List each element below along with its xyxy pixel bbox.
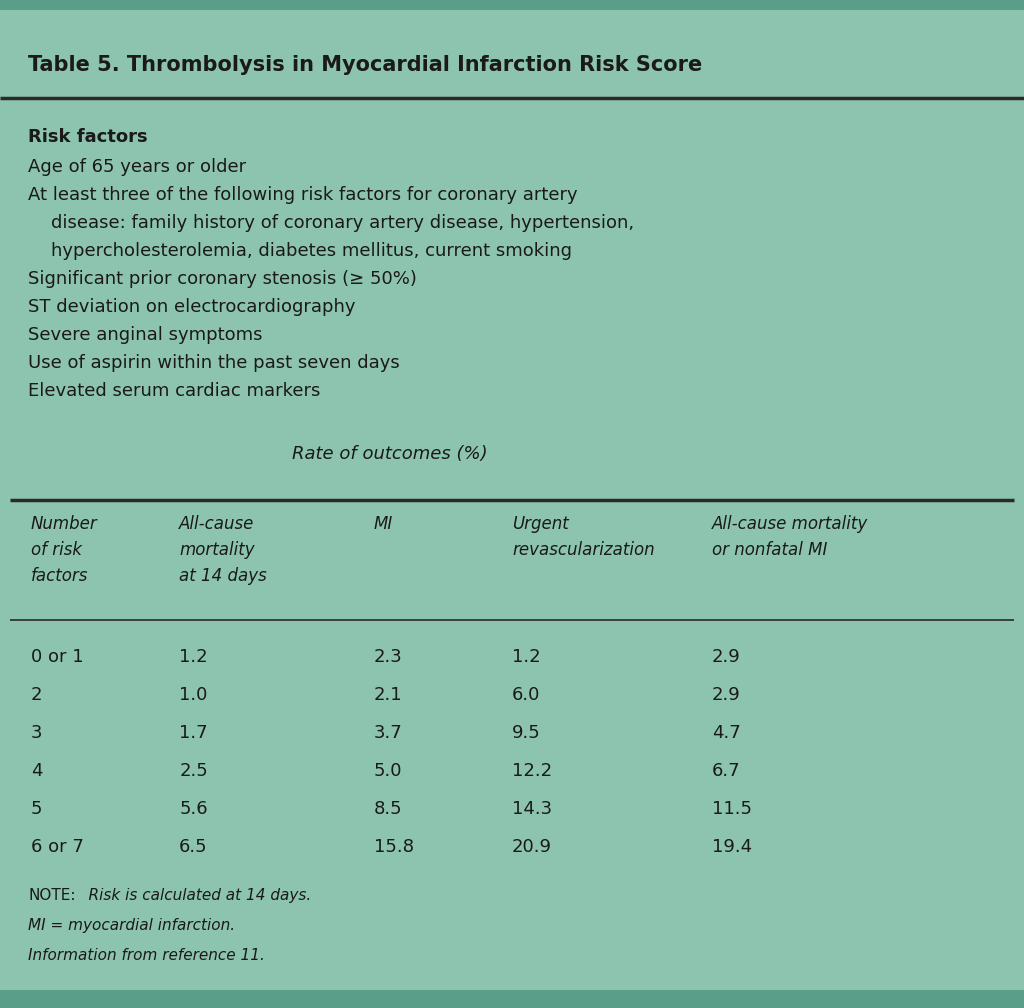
Text: 1.7: 1.7 — [179, 724, 208, 742]
Text: 1.2: 1.2 — [512, 648, 541, 666]
Text: MI: MI — [374, 515, 393, 533]
Bar — [0, 990, 1024, 1008]
Text: 12.2: 12.2 — [512, 762, 552, 780]
Text: 3.7: 3.7 — [374, 724, 402, 742]
Text: disease: family history of coronary artery disease, hypertension,: disease: family history of coronary arte… — [28, 214, 634, 232]
Text: Elevated serum cardiac markers: Elevated serum cardiac markers — [28, 382, 321, 400]
Text: 6.0: 6.0 — [512, 686, 541, 704]
Text: MI = myocardial infarction.: MI = myocardial infarction. — [28, 918, 236, 933]
Text: 1.0: 1.0 — [179, 686, 208, 704]
Text: 4.7: 4.7 — [712, 724, 740, 742]
Text: mortality: mortality — [179, 541, 255, 559]
Text: 5.0: 5.0 — [374, 762, 402, 780]
Text: Significant prior coronary stenosis (≥ 50%): Significant prior coronary stenosis (≥ 5… — [28, 270, 417, 288]
Text: revascularization: revascularization — [512, 541, 654, 559]
Text: 0 or 1: 0 or 1 — [31, 648, 83, 666]
Text: 5.6: 5.6 — [179, 800, 208, 818]
Text: Table 5. Thrombolysis in Myocardial Infarction Risk Score: Table 5. Thrombolysis in Myocardial Infa… — [28, 55, 702, 75]
Text: Use of aspirin within the past seven days: Use of aspirin within the past seven day… — [28, 354, 399, 372]
Text: of risk: of risk — [31, 541, 82, 559]
Text: Risk is calculated at 14 days.: Risk is calculated at 14 days. — [76, 888, 311, 903]
Text: Urgent: Urgent — [512, 515, 568, 533]
Text: 19.4: 19.4 — [712, 838, 752, 856]
Text: Number: Number — [31, 515, 97, 533]
Text: 2.5: 2.5 — [179, 762, 208, 780]
Text: 9.5: 9.5 — [512, 724, 541, 742]
Text: 14.3: 14.3 — [512, 800, 552, 818]
Text: ST deviation on electrocardiography: ST deviation on electrocardiography — [28, 298, 355, 316]
Text: NOTE:: NOTE: — [28, 888, 76, 903]
Text: 1.2: 1.2 — [179, 648, 208, 666]
Text: 3: 3 — [31, 724, 42, 742]
Text: or nonfatal MI: or nonfatal MI — [712, 541, 827, 559]
Text: 6 or 7: 6 or 7 — [31, 838, 84, 856]
Text: hypercholesterolemia, diabetes mellitus, current smoking: hypercholesterolemia, diabetes mellitus,… — [28, 242, 572, 260]
Text: Information from reference 11.: Information from reference 11. — [28, 948, 265, 963]
Bar — [0, 0, 1024, 10]
Text: 2.1: 2.1 — [374, 686, 402, 704]
Text: 20.9: 20.9 — [512, 838, 552, 856]
Text: 2: 2 — [31, 686, 42, 704]
Text: Age of 65 years or older: Age of 65 years or older — [28, 158, 246, 176]
Text: Risk factors: Risk factors — [28, 128, 147, 146]
Text: 15.8: 15.8 — [374, 838, 414, 856]
Text: 6.5: 6.5 — [179, 838, 208, 856]
Text: At least three of the following risk factors for coronary artery: At least three of the following risk fac… — [28, 186, 578, 204]
Text: All-cause mortality: All-cause mortality — [712, 515, 868, 533]
Text: All-cause: All-cause — [179, 515, 255, 533]
Text: at 14 days: at 14 days — [179, 566, 267, 585]
Text: Severe anginal symptoms: Severe anginal symptoms — [28, 326, 262, 344]
Text: 11.5: 11.5 — [712, 800, 752, 818]
Text: 2.9: 2.9 — [712, 686, 740, 704]
Text: 6.7: 6.7 — [712, 762, 740, 780]
Text: 5: 5 — [31, 800, 42, 818]
Text: 4: 4 — [31, 762, 42, 780]
Text: 2.3: 2.3 — [374, 648, 402, 666]
Text: factors: factors — [31, 566, 88, 585]
Text: 8.5: 8.5 — [374, 800, 402, 818]
Text: 2.9: 2.9 — [712, 648, 740, 666]
Text: Rate of outcomes (%): Rate of outcomes (%) — [292, 445, 487, 463]
